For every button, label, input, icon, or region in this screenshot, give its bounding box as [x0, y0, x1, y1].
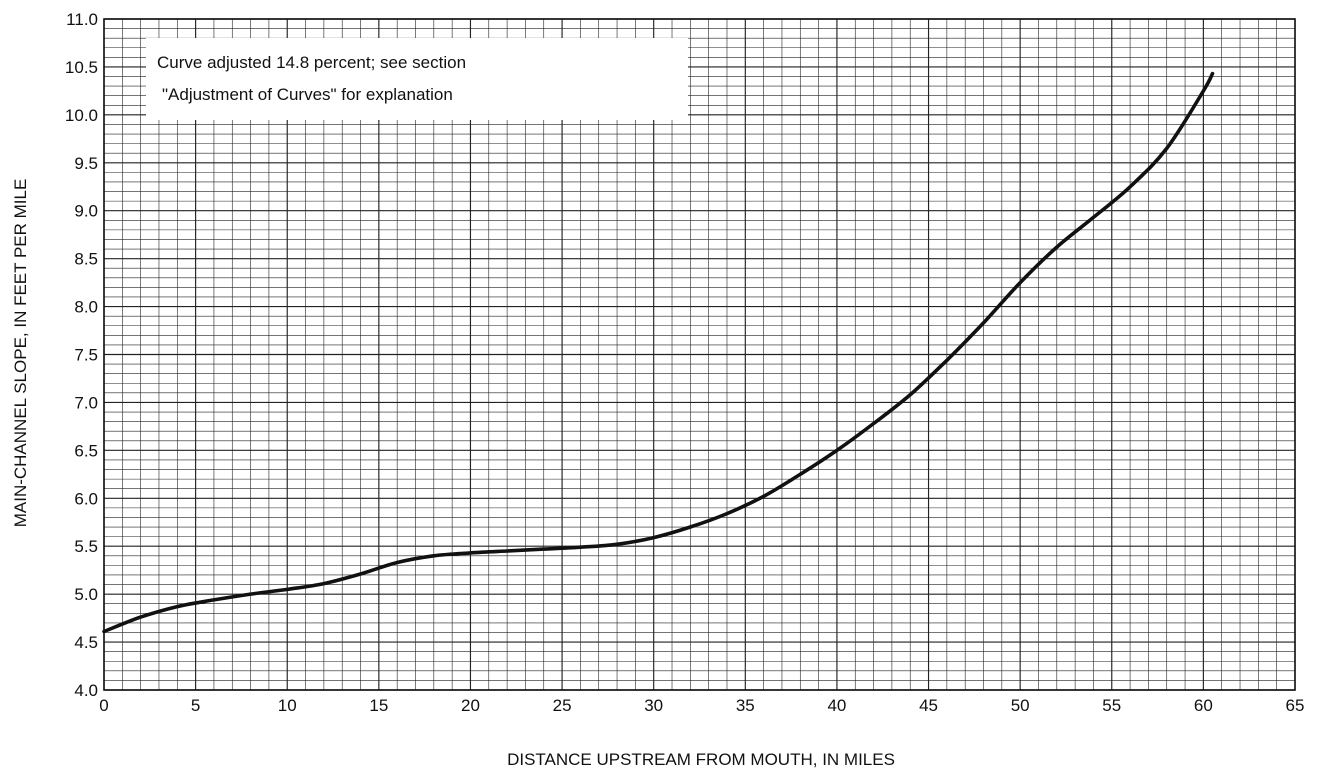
x-tick-labels: 0 5 10 15 20 25 30 35 40 45 50 55 60 65: [99, 696, 1304, 715]
annotation-background: [146, 38, 688, 120]
x-tick-label: 40: [827, 696, 846, 715]
annotation-box: Curve adjusted 14.8 percent; see section…: [146, 38, 688, 120]
x-tick-label: 20: [461, 696, 480, 715]
y-tick-label: 8.0: [74, 298, 98, 317]
y-tick-label: 7.0: [74, 393, 98, 412]
x-tick-label: 55: [1102, 696, 1121, 715]
y-tick-label: 8.5: [74, 250, 98, 269]
y-tick-label: 9.0: [74, 202, 98, 221]
y-tick-label: 6.0: [74, 489, 98, 508]
x-tick-label: 5: [191, 696, 200, 715]
x-tick-label: 60: [1194, 696, 1213, 715]
y-tick-label: 9.5: [74, 154, 98, 173]
plot-frame: [103, 18, 1296, 691]
annotation-line-1: Curve adjusted 14.8 percent; see section: [157, 53, 466, 72]
y-tick-label: 5.0: [74, 585, 98, 604]
y-tick-label: 10.5: [65, 58, 98, 77]
x-tick-label: 15: [369, 696, 388, 715]
series-line: [102, 71, 1215, 634]
y-tick-label: 5.5: [74, 537, 98, 556]
x-tick-label: 50: [1011, 696, 1030, 715]
y-tick-label: 10.0: [65, 106, 98, 125]
y-tick-label: 4.0: [74, 681, 98, 700]
y-tick-label: 6.5: [74, 441, 98, 460]
y-tick-labels: 4.0 4.5 5.0 5.5 6.0 6.5 7.0 7.5 8.0 8.5 9.0 9.5 10.0…: [65, 10, 98, 700]
x-tick-label: 25: [553, 696, 572, 715]
x-tick-label: 30: [644, 696, 663, 715]
annotation-line-2: "Adjustment of Curves" for explanation: [162, 85, 453, 104]
x-tick-label: 0: [99, 696, 108, 715]
x-axis-title: DISTANCE UPSTREAM FROM MOUTH, IN MILES: [507, 750, 895, 769]
y-tick-label: 11.0: [66, 10, 98, 29]
x-tick-label: 65: [1286, 696, 1305, 715]
x-tick-label: 10: [278, 696, 297, 715]
x-tick-label: 35: [736, 696, 755, 715]
y-axis-title: MAIN-CHANNEL SLOPE, IN FEET PER MILE: [11, 179, 30, 528]
y-tick-label: 4.5: [74, 633, 98, 652]
y-tick-label: 7.5: [74, 346, 98, 365]
x-tick-label: 45: [919, 696, 938, 715]
